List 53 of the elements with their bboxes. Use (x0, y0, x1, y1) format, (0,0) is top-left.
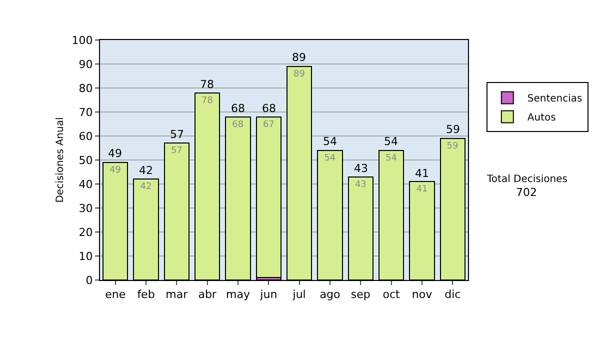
x-tick-label: nov (412, 288, 433, 302)
data-label: 49 (109, 165, 122, 176)
data-label: 41 (416, 184, 428, 195)
data-label: 54 (324, 153, 336, 164)
y-tick-label: 60 (78, 130, 93, 143)
y-tick-label: 40 (78, 178, 93, 191)
total-label: 57 (170, 128, 184, 141)
y-tick-label: 50 (78, 154, 93, 167)
x-tick-label: may (226, 288, 250, 302)
x-tick-label: oct (382, 288, 401, 302)
data-label: 54 (385, 153, 398, 164)
y-tick-label: 0 (86, 274, 93, 287)
total-label: 54 (323, 135, 337, 148)
bar (256, 116, 282, 278)
data-label: 59 (446, 141, 459, 152)
text: Total Decisiones (486, 174, 568, 185)
text: 702 (516, 186, 537, 199)
y-axis-title: Decisiones Anual (54, 117, 66, 203)
total-label: 41 (415, 167, 429, 180)
data-label: 57 (170, 146, 182, 156)
y-tick-label: 20 (78, 226, 93, 239)
x-tick-label: feb (137, 288, 155, 302)
x-tick-label: abr (198, 288, 217, 302)
data-label: 43 (354, 180, 366, 190)
x-tick-label: ago (320, 288, 340, 302)
total-label: 68 (231, 102, 245, 115)
y-tick-label: 80 (78, 82, 93, 95)
x-tick-label: jul (292, 288, 306, 302)
y-tick-label: 100 (72, 34, 93, 47)
total-label: 42 (139, 164, 153, 177)
total-label: 89 (292, 51, 306, 64)
total-label: 54 (384, 135, 398, 148)
total-label: 43 (354, 162, 368, 175)
x-tick-label: ene (105, 288, 126, 302)
x-tick-label: mar (166, 288, 188, 302)
legend-label: Autos (527, 112, 556, 124)
y-tick-label: 70 (78, 106, 93, 119)
x-tick-label: jun (259, 288, 278, 302)
data-label: 42 (140, 182, 152, 192)
data-label: 68 (232, 120, 244, 130)
legend-label: Sentencias (527, 94, 582, 105)
y-tick-label: 10 (78, 250, 93, 263)
y-tick-label: 30 (78, 202, 93, 215)
total-label: 68 (262, 102, 276, 115)
total-label: 78 (200, 78, 214, 91)
data-label: 67 (262, 120, 274, 130)
data-label: 89 (293, 69, 306, 80)
total-label: 59 (446, 123, 460, 136)
data-label: 78 (201, 96, 214, 106)
x-tick-label: dic (444, 288, 461, 302)
y-tick-label: 90 (78, 58, 93, 71)
total-label: 49 (108, 147, 122, 160)
x-tick-label: sep (350, 288, 370, 302)
